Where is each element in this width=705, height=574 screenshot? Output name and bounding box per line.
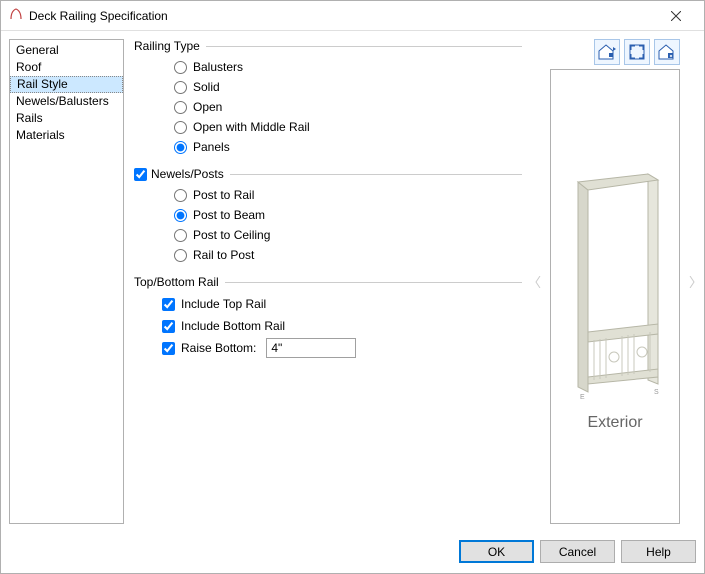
radio-label: Post to Rail [193, 188, 254, 202]
railing-preview-icon: E S [560, 162, 670, 412]
radio-label: Open [193, 100, 222, 114]
newels-posts-checkbox[interactable] [134, 168, 147, 181]
group-label: Newels/Posts [151, 167, 224, 181]
radio-label: Post to Beam [193, 208, 265, 222]
group-heading-railing-type: Railing Type [134, 39, 522, 53]
radio-row: Post to Rail [134, 185, 522, 205]
radio-row: Rail to Post [134, 245, 522, 265]
include-bottom-rail-checkbox[interactable] [162, 320, 175, 333]
preview-color-button[interactable] [654, 39, 680, 65]
group-label: Top/Bottom Rail [134, 275, 219, 289]
titlebar: Deck Railing Specification [1, 1, 704, 31]
splitter-left[interactable] [534, 39, 542, 524]
radio-newels[interactable] [174, 189, 187, 202]
preview-pane: E S Exterior [550, 69, 680, 524]
radio-row: Post to Beam [134, 205, 522, 225]
preview-view-button[interactable] [594, 39, 620, 65]
cancel-button[interactable]: Cancel [540, 540, 615, 563]
sidebar-item[interactable]: Roof [10, 59, 123, 76]
include-bottom-rail-label: Include Bottom Rail [181, 319, 285, 333]
sidebar-item[interactable]: General [10, 42, 123, 59]
window-title: Deck Railing Specification [29, 9, 656, 23]
radio-railtype[interactable] [174, 101, 187, 114]
radio-row: Open [134, 97, 522, 117]
radio-newels[interactable] [174, 229, 187, 242]
group-label: Railing Type [134, 39, 200, 53]
close-button[interactable] [656, 2, 696, 30]
raise-bottom-checkbox[interactable] [162, 342, 175, 355]
radio-label: Solid [193, 80, 220, 94]
svg-text:S: S [654, 389, 659, 396]
include-top-rail-checkbox[interactable] [162, 298, 175, 311]
radio-row: Solid [134, 77, 522, 97]
dialog-body: GeneralRoofRail StyleNewels/BalustersRai… [1, 31, 704, 532]
dialog-window: Deck Railing Specification GeneralRoofRa… [0, 0, 705, 574]
include-top-rail-row: Include Top Rail [134, 293, 522, 315]
radio-railtype[interactable] [174, 81, 187, 94]
group-top-bottom-rail: Top/Bottom Rail Include Top Rail Include… [134, 275, 522, 359]
radio-label: Panels [193, 140, 230, 154]
radio-row: Balusters [134, 57, 522, 77]
include-bottom-rail-row: Include Bottom Rail [134, 315, 522, 337]
main-panel: Railing Type Balusters Solid Open Open with… [130, 39, 696, 524]
preview-toolbar [550, 39, 680, 65]
sidebar-item[interactable]: Rails [10, 110, 123, 127]
splitter-right[interactable] [688, 39, 696, 524]
raise-bottom-row: Raise Bottom: [134, 337, 522, 359]
group-heading-top-bottom: Top/Bottom Rail [134, 275, 522, 289]
include-top-rail-label: Include Top Rail [181, 297, 266, 311]
raise-bottom-label: Raise Bottom: [181, 341, 256, 355]
sidebar-item[interactable]: Materials [10, 127, 123, 144]
preview-label: Exterior [587, 414, 642, 432]
group-heading-newels-posts: Newels/Posts [134, 167, 522, 181]
radio-railtype[interactable] [174, 141, 187, 154]
sidebar-item[interactable]: Newels/Balusters [10, 93, 123, 110]
group-newels-posts: Newels/Posts Post to Rail Post to Beam Pos… [134, 167, 522, 265]
radio-row: Panels [134, 137, 522, 157]
radio-row: Post to Ceiling [134, 225, 522, 245]
radio-label: Rail to Post [193, 248, 254, 262]
preview-column: E S Exterior [550, 39, 680, 524]
radio-newels[interactable] [174, 249, 187, 262]
radio-railtype[interactable] [174, 61, 187, 74]
radio-label: Post to Ceiling [193, 228, 270, 242]
divider [206, 46, 522, 47]
radio-newels[interactable] [174, 209, 187, 222]
radio-label: Open with Middle Rail [193, 120, 310, 134]
radio-railtype[interactable] [174, 121, 187, 134]
sidebar-item[interactable]: Rail Style [10, 76, 123, 93]
app-icon [9, 7, 23, 24]
radio-row: Open with Middle Rail [134, 117, 522, 137]
svg-text:E: E [580, 394, 585, 401]
form-panel: Railing Type Balusters Solid Open Open with… [130, 39, 526, 524]
radio-label: Balusters [193, 60, 243, 74]
divider [230, 174, 522, 175]
ok-button[interactable]: OK [459, 540, 534, 563]
dialog-footer: OK Cancel Help [1, 532, 704, 573]
content-area: Railing Type Balusters Solid Open Open with… [130, 39, 696, 524]
raise-bottom-input[interactable] [266, 338, 356, 358]
divider [225, 282, 522, 283]
group-railing-type: Railing Type Balusters Solid Open Open with… [134, 39, 522, 157]
preview-expand-button[interactable] [624, 39, 650, 65]
help-button[interactable]: Help [621, 540, 696, 563]
category-sidebar: GeneralRoofRail StyleNewels/BalustersRai… [9, 39, 124, 524]
